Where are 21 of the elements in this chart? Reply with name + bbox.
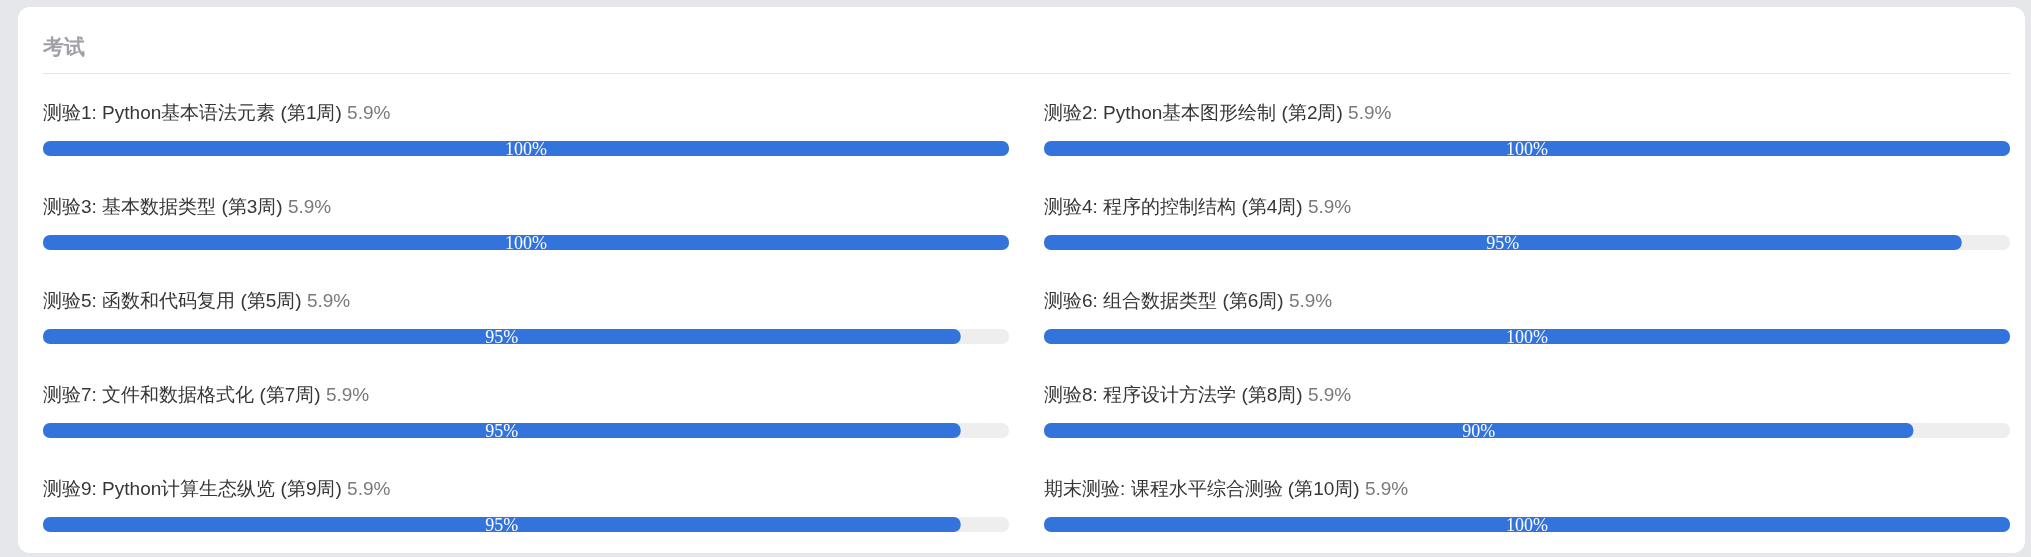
y-tick-label: 测验1: Python基本语法元素 (第1周) 5.9% xyxy=(43,102,391,123)
y-tick-label: 测验3: 基本数据类型 (第3周) 5.9% xyxy=(43,196,332,217)
data-label: 95% xyxy=(485,514,519,535)
data-label: 95% xyxy=(1486,232,1520,253)
y-tick-label: 测验5: 函数和代码复用 (第5周) 5.9% xyxy=(43,290,351,311)
data-label: 100% xyxy=(505,138,547,159)
data-label: 95% xyxy=(485,326,519,347)
y-tick-label: 测验8: 程序设计方法学 (第8周) 5.9% xyxy=(1044,384,1352,405)
y-tick-label: 测验6: 组合数据类型 (第6周) 5.9% xyxy=(1044,290,1333,311)
y-tick-label: 期末测验: 课程水平综合测验 (第10周) 5.9% xyxy=(1044,478,1409,499)
data-label: 100% xyxy=(1506,514,1548,535)
data-label: 95% xyxy=(485,420,519,441)
y-tick-label: 测验7: 文件和数据格式化 (第7周) 5.9% xyxy=(43,384,370,405)
y-tick-label: 测验2: Python基本图形绘制 (第2周) 5.9% xyxy=(1044,102,1392,123)
data-label: 100% xyxy=(1506,138,1548,159)
data-label: 100% xyxy=(1506,326,1548,347)
y-tick-label: 测验4: 程序的控制结构 (第4周) 5.9% xyxy=(1044,196,1352,217)
chart-title: 考试 xyxy=(43,34,85,60)
data-label: 90% xyxy=(1462,420,1496,441)
data-label: 100% xyxy=(505,232,547,253)
y-tick-label: 测验9: Python计算生态纵览 (第9周) 5.9% xyxy=(43,478,391,499)
